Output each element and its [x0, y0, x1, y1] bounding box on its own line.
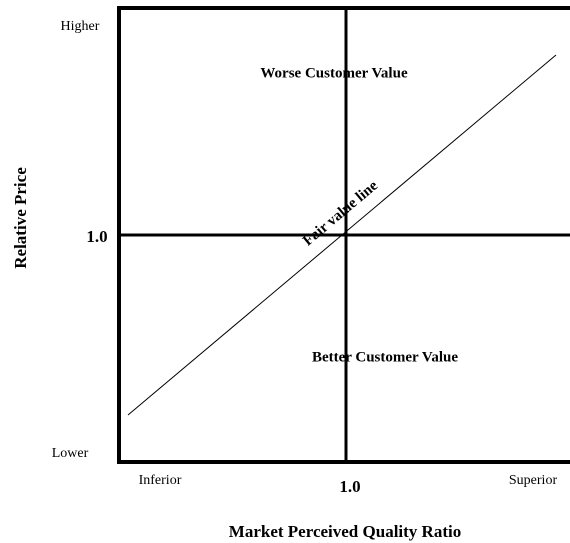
fair-value-line	[127, 54, 557, 416]
fair-value-line-label: Fair value line	[300, 178, 381, 250]
y-axis-title: Relative Price	[11, 167, 30, 269]
x-mid-label: 1.0	[339, 477, 360, 496]
lower-region-label: Better Customer Value	[312, 349, 458, 365]
upper-region-label: Worse Customer Value	[260, 65, 408, 81]
y-mid-label: 1.0	[86, 227, 107, 246]
x-right-label: Superior	[509, 473, 558, 488]
y-top-label: Higher	[61, 19, 100, 34]
y-bottom-label: Lower	[52, 446, 89, 461]
x-axis-title: Market Perceived Quality Ratio	[229, 522, 461, 541]
x-left-label: Inferior	[139, 473, 182, 488]
